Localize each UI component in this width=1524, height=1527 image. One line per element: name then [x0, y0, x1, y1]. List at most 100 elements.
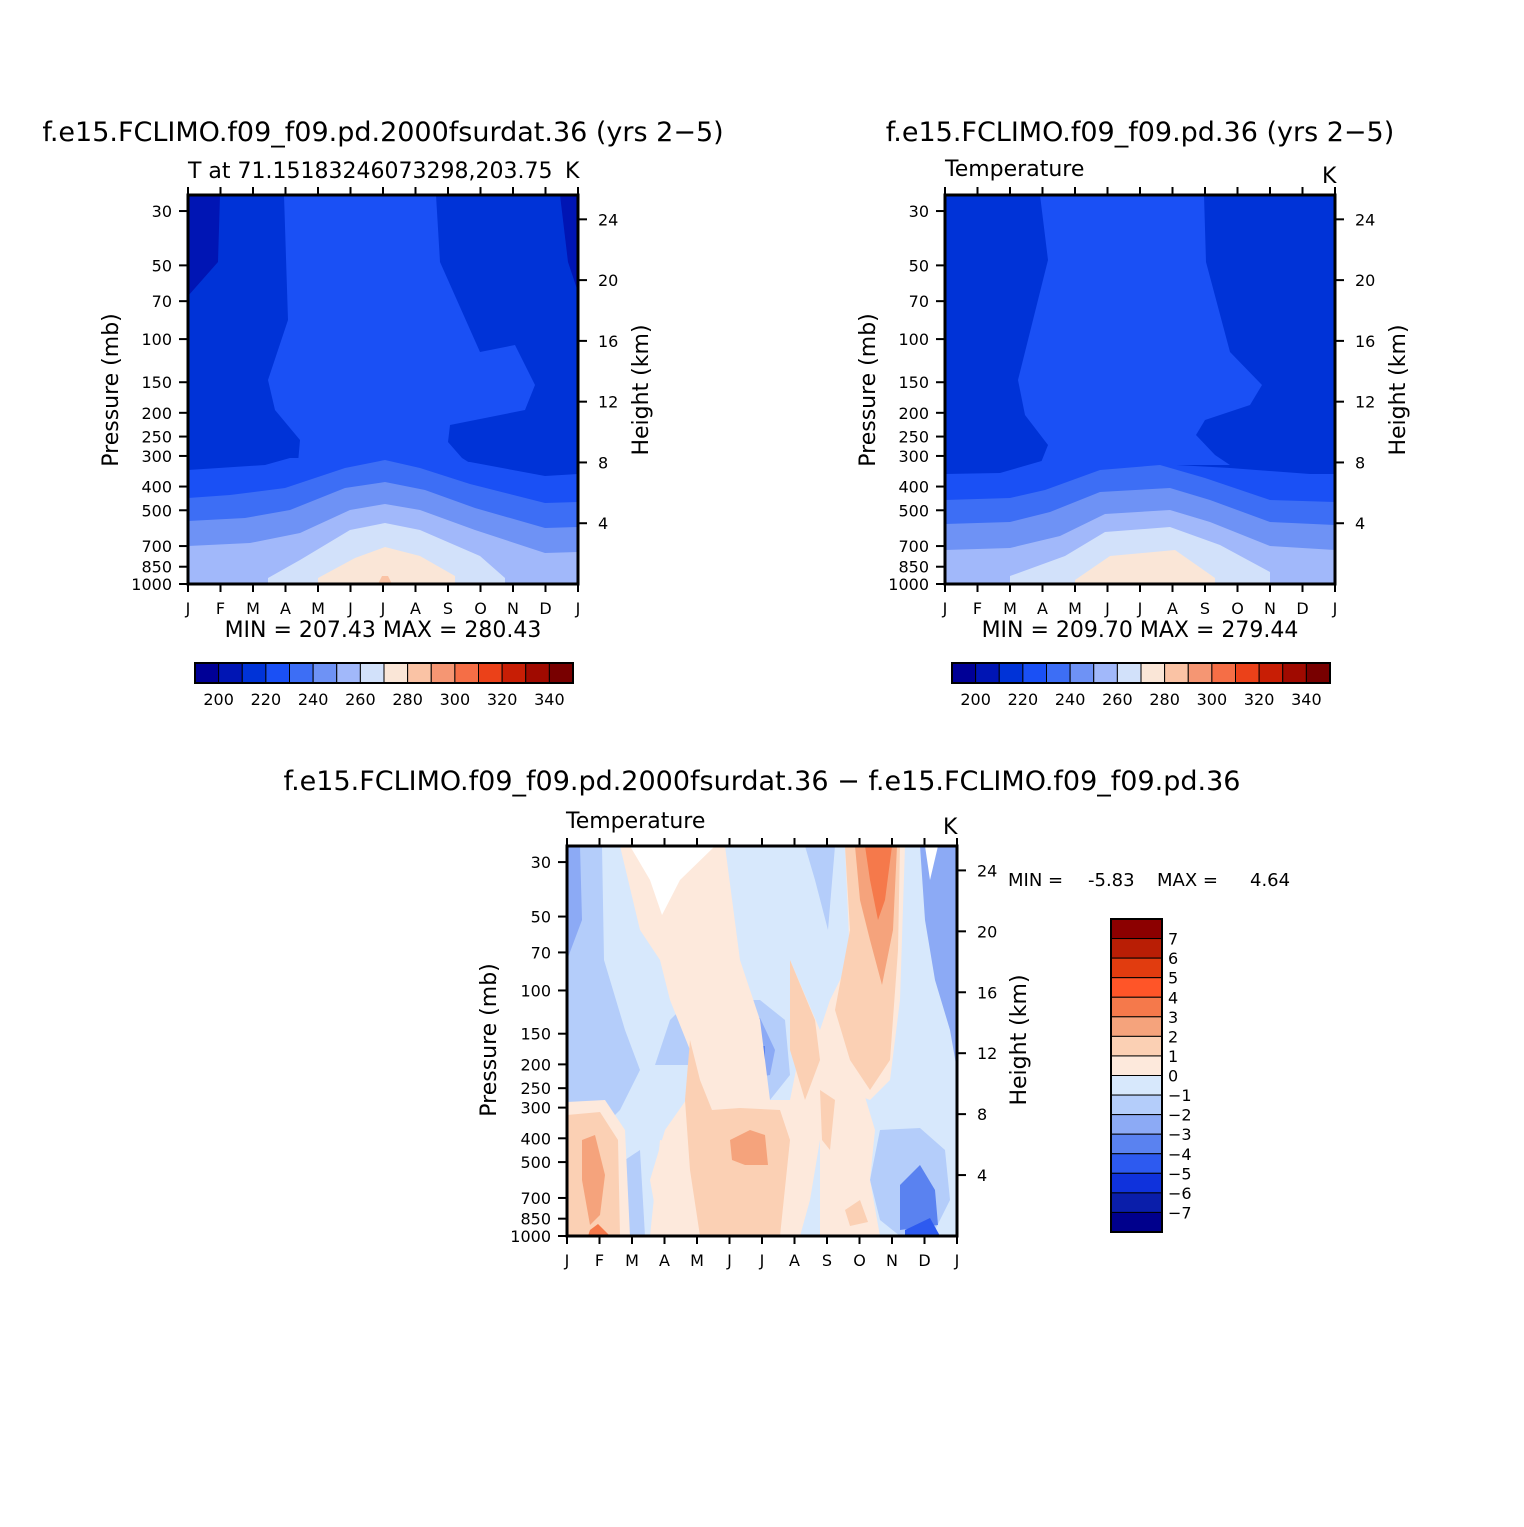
colorbar-label: 300 — [1197, 690, 1228, 709]
x-tick-label: A — [1167, 599, 1178, 618]
x-tick-label: M — [1003, 599, 1017, 618]
x-tick-label: D — [1296, 599, 1308, 618]
panel-1-contours — [188, 195, 578, 584]
x-tick-label: A — [659, 1251, 670, 1270]
panel-3-subtitle: Temperature — [565, 809, 705, 834]
colorbar-box — [1110, 1075, 1163, 1096]
y-tick-label: 250 — [898, 428, 929, 447]
x-tick-label: J — [726, 1251, 732, 1270]
contour-fill-2-3 — [730, 1130, 768, 1165]
colorbar-box — [265, 662, 290, 684]
y-tick-label: 1000 — [510, 1227, 551, 1246]
colorbar-box — [548, 662, 574, 684]
colorbar-box — [289, 662, 314, 684]
y-tick-label: 400 — [141, 478, 172, 497]
panel-2-title: f.e15.FCLIMO.f09_f09.pd.36 (yrs 2−5) — [886, 117, 1394, 148]
y2-tick-label: 4 — [977, 1166, 987, 1185]
x-tick-label: M — [690, 1251, 704, 1270]
contour-fill-n2-n1 — [567, 846, 640, 1135]
y-tick-label: 300 — [898, 447, 929, 466]
contour-fill-2-3 — [582, 1135, 605, 1225]
y-tick-label: 400 — [898, 478, 929, 497]
x-tick-label: A — [280, 599, 291, 618]
colorbar-box — [1110, 938, 1163, 959]
contour-fill-blank — [630, 846, 715, 915]
colorbar-label: 260 — [1102, 690, 1133, 709]
panel-1-ylabel: Pressure (mb) — [99, 313, 124, 467]
x-tick-label: N — [1264, 599, 1276, 618]
colorbar-box — [1140, 662, 1166, 684]
panel-1-colorbar: 200 220 240 260 280 300 320 340 — [194, 662, 574, 709]
contour-fill-n2-n1 — [805, 846, 835, 930]
panel-2-stats: MIN = 209.70 MAX = 279.44 — [982, 618, 1299, 643]
colorbar-label: 2 — [1168, 1027, 1178, 1046]
y-tick-label: 50 — [152, 256, 172, 275]
y2-tick-label: 20 — [1355, 271, 1375, 290]
x-tick-label: F — [216, 599, 225, 618]
panel-3-contours — [567, 846, 957, 1236]
colorbar-label: −5 — [1168, 1164, 1192, 1183]
y2-tick-label: 8 — [598, 453, 608, 472]
colorbar-label: 320 — [487, 690, 518, 709]
panel-1-stats: MIN = 207.43 MAX = 280.43 — [225, 618, 542, 643]
colorbar-box — [383, 662, 409, 684]
y-tick-label: 850 — [520, 1210, 551, 1229]
contour-fill-1-2 — [845, 1200, 868, 1226]
y-tick-label: 150 — [898, 373, 929, 392]
y2-tick-label: 8 — [977, 1105, 987, 1124]
colorbar-label: 340 — [1291, 690, 1322, 709]
x-tick-label: A — [410, 599, 421, 618]
y-tick-label: 700 — [141, 537, 172, 556]
contour-fill-300 — [378, 576, 392, 584]
x-tick-label: J — [185, 599, 191, 618]
colorbar-frame — [194, 662, 574, 684]
colorbar-frame — [951, 662, 1331, 684]
y2-tick-label: 24 — [598, 210, 618, 229]
x-tick-label: O — [1231, 599, 1244, 618]
colorbar-box — [1110, 1133, 1163, 1155]
colorbar-label: −4 — [1168, 1145, 1192, 1164]
colorbar-label: 6 — [1168, 949, 1178, 968]
panel-3-min-label: MIN = — [1008, 870, 1063, 891]
contour-fill-1-2 — [790, 960, 820, 1100]
colorbar-label: −7 — [1168, 1203, 1192, 1222]
colorbar-box — [1110, 1035, 1163, 1057]
colorbar-box — [1282, 662, 1307, 684]
colorbar-label: −6 — [1168, 1184, 1192, 1203]
colorbar-box — [336, 662, 361, 684]
y-tick-label: 1000 — [131, 575, 172, 594]
colorbar-label: 280 — [1149, 690, 1180, 709]
colorbar-box — [218, 662, 243, 684]
x-tick-label: O — [853, 1251, 866, 1270]
panel-2: f.e15.FCLIMO.f09_f09.pd.36 (yrs 2−5) Tem… — [856, 117, 1411, 709]
panel-3-units: K — [943, 815, 958, 840]
colorbar-label: 280 — [392, 690, 423, 709]
x-tick-label: F — [595, 1251, 604, 1270]
x-tick-label: M — [246, 599, 260, 618]
y-tick-label: 300 — [141, 447, 172, 466]
x-tick-label: M — [625, 1251, 639, 1270]
colorbar-box — [1211, 662, 1236, 684]
y-tick-label: 250 — [520, 1079, 551, 1098]
x-tick-label: J — [575, 599, 581, 618]
y2-tick-label: 24 — [1355, 210, 1375, 229]
colorbar-label: 3 — [1168, 1008, 1178, 1027]
colorbar-label: 7 — [1168, 930, 1178, 949]
y2-tick-label: 24 — [977, 861, 997, 880]
colorbar-label: 220 — [1008, 690, 1039, 709]
colorbar-box — [1110, 977, 1163, 998]
x-tick-label: J — [1332, 599, 1338, 618]
colorbar-box — [1235, 662, 1260, 684]
colorbar-label: −2 — [1168, 1106, 1192, 1125]
colorbar-label: 5 — [1168, 969, 1178, 988]
x-tick-label: D — [539, 599, 551, 618]
colorbar-box — [194, 662, 220, 684]
y-tick-label: 1000 — [888, 575, 929, 594]
x-tick-label: A — [1037, 599, 1048, 618]
colorbar-box — [1110, 1114, 1163, 1135]
contour-fill-1-2 — [820, 1090, 835, 1150]
colorbar-label: 340 — [534, 690, 565, 709]
x-tick-label: O — [474, 599, 487, 618]
contour-fill-290 — [318, 547, 455, 584]
